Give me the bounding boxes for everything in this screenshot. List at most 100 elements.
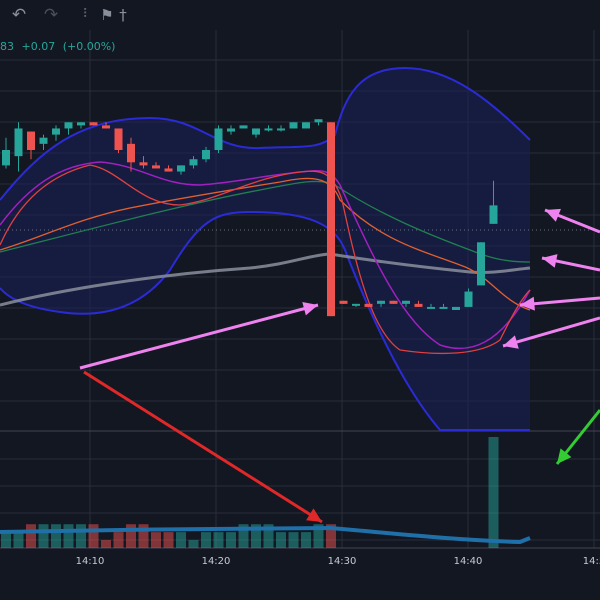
candle-body — [402, 300, 410, 304]
green-arrow-volume-head — [557, 448, 572, 464]
candle-body — [477, 242, 485, 286]
volume-bar — [176, 532, 186, 548]
volume-bar — [101, 540, 111, 548]
volume-bar — [76, 524, 86, 548]
volume-bar — [263, 524, 274, 548]
volume-bar — [488, 437, 499, 548]
candle-body — [114, 128, 123, 150]
candle-body — [214, 128, 223, 150]
volume-bar — [313, 524, 324, 548]
candle-body — [352, 303, 360, 306]
candle-body — [27, 131, 35, 150]
x-tick-label: 14:40 — [454, 556, 483, 567]
volume-bar — [201, 532, 211, 548]
volume-bar — [163, 532, 174, 548]
pin-icon[interactable]: † — [119, 6, 127, 24]
legend-change-pct: (+0.00%) — [62, 40, 116, 53]
volume-bar — [126, 524, 136, 548]
candle-body — [139, 162, 148, 166]
volume-bar — [113, 532, 124, 548]
volume-bar — [1, 532, 11, 548]
candle-body — [302, 122, 310, 129]
candle-body — [152, 165, 160, 169]
undo-icon[interactable]: ↶ — [11, 5, 27, 25]
candle-body — [377, 300, 385, 304]
volume-bar — [276, 532, 286, 548]
candle-body — [364, 303, 373, 307]
candle-body — [64, 122, 73, 129]
candle-body — [489, 205, 498, 224]
red-arrow-volume — [83, 370, 323, 524]
volume-bar — [13, 532, 24, 548]
candle-body — [227, 128, 235, 132]
sma-fast — [0, 164, 531, 355]
price-legend: 83 +0.07 (+0.00%) — [0, 40, 119, 53]
volume-bar — [238, 524, 249, 548]
pink-arrow-lower-band — [79, 303, 319, 370]
pink-arrow-mid-head — [542, 254, 558, 268]
legend-change: +0.07 — [21, 40, 56, 53]
candle-body — [202, 150, 210, 160]
candle-body — [239, 125, 248, 129]
candle-body — [414, 303, 423, 307]
pink-arrow-lower-band-head — [302, 301, 318, 316]
candle-body — [289, 122, 298, 129]
candle-body — [52, 128, 60, 135]
pink-arrow-low-head — [503, 335, 519, 349]
drag-handle-icon[interactable]: ⠇ — [82, 7, 92, 22]
candle-body — [427, 306, 435, 309]
volume-bar — [288, 532, 299, 548]
candle-body — [464, 291, 473, 307]
volume-bar — [301, 532, 311, 548]
volume-bar — [151, 532, 161, 548]
volume-bar — [63, 524, 74, 548]
volume-bar — [138, 524, 149, 548]
redo-icon[interactable]: ↷ — [43, 5, 59, 25]
candle-body — [277, 128, 285, 131]
candle-body — [452, 306, 460, 310]
x-tick-label: 14:20 — [202, 556, 231, 567]
top-toolbar: ↶ ↷ ⠇ ⚑ † — [0, 0, 600, 30]
candle-body — [14, 128, 23, 157]
volume-bar — [188, 540, 199, 548]
candle-body — [439, 306, 448, 309]
candle-body — [39, 137, 48, 144]
candle-body — [327, 122, 335, 317]
candle-body — [314, 119, 323, 123]
volume-bar — [326, 524, 336, 548]
candle-body — [339, 300, 348, 304]
candle-body — [252, 128, 260, 135]
candle-body — [164, 168, 173, 172]
volume-bar — [213, 532, 224, 548]
candle-body — [2, 150, 10, 166]
candle-body — [189, 159, 198, 166]
bollinger-lower — [0, 210, 530, 431]
volume-bar — [251, 524, 261, 548]
candle-body — [77, 122, 85, 126]
candle-body — [264, 128, 273, 131]
bollinger-upper — [0, 66, 531, 201]
pink-arrow-low — [502, 316, 600, 348]
candle-body — [127, 143, 135, 163]
candle-body — [102, 125, 110, 129]
red-arrow-volume-head — [306, 508, 322, 522]
sma-long-grey — [0, 252, 531, 307]
pink-arrow-upper-head — [545, 208, 561, 222]
volume-bar — [226, 532, 236, 548]
flag-pin-icon[interactable]: ⚑ — [100, 6, 114, 24]
x-tick-label: 14:30 — [328, 556, 357, 567]
candle-body — [89, 122, 98, 126]
volume-bar — [88, 524, 99, 548]
volume-bar — [38, 524, 49, 548]
sma-slow — [0, 177, 531, 311]
volume-bar — [51, 524, 61, 548]
volume-ma — [0, 525, 531, 545]
candle-body — [389, 300, 398, 304]
x-tick-label: 14:5 — [583, 556, 600, 567]
candle-body — [177, 165, 185, 172]
volume-bar — [26, 524, 36, 548]
pink-arrow-ma-head — [520, 296, 535, 311]
x-tick-label: 14:10 — [76, 556, 105, 567]
